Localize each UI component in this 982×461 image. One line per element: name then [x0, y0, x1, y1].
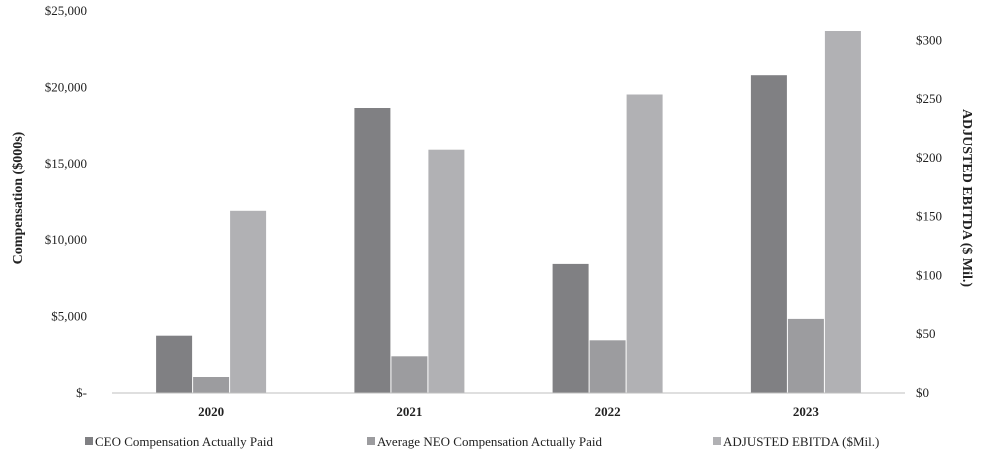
x-tick-label: 2022 [595, 404, 621, 419]
legend: CEO Compensation Actually Paid Average NE… [85, 434, 879, 449]
right-y-axis-ticks: $0 $50 $100 $150 $200 $250 $300 [916, 32, 942, 400]
bar-2022-series-1 [552, 263, 589, 393]
right-y-tick-label: $0 [916, 385, 929, 400]
left-y-axis-ticks: $- $5,000 $10,000 $15,000 $20,000 $25,000 [45, 3, 87, 400]
bar-2023-series-2 [787, 318, 824, 393]
legend-swatch [85, 437, 93, 445]
legend-label: ADJUSTED EBITDA ($Mil.) [723, 434, 879, 449]
right-y-tick-label: $200 [916, 150, 942, 165]
bar-2021-series-1 [354, 108, 391, 393]
x-axis-category-labels: 2020 2021 2022 2023 [198, 404, 819, 419]
x-tick-label: 2023 [793, 404, 820, 419]
x-tick-label: 2021 [396, 404, 422, 419]
left-y-tick-label: $5,000 [51, 309, 87, 324]
right-y-tick-label: $150 [916, 209, 942, 224]
left-y-tick-label: $25,000 [45, 3, 87, 18]
legend-swatch [713, 437, 721, 445]
left-y-tick-label: $10,000 [45, 232, 87, 247]
bars-group [156, 31, 861, 393]
bar-2023-series-1 [750, 75, 787, 393]
bar-2020-series-2 [193, 377, 230, 393]
bar-2023-series-3 [824, 31, 861, 393]
right-y-tick-label: $50 [916, 326, 936, 341]
x-tick-label: 2020 [198, 404, 224, 419]
legend-swatch [367, 437, 375, 445]
left-y-tick-label: $- [76, 385, 87, 400]
bar-2021-series-2 [391, 356, 428, 393]
bar-2021-series-3 [428, 149, 465, 393]
right-y-tick-label: $300 [916, 32, 942, 47]
right-y-axis-title: ADJUSTED EBITDA ($ Mil.) [959, 109, 974, 287]
bar-2022-series-2 [589, 340, 626, 393]
right-y-tick-label: $100 [916, 268, 942, 283]
bar-2022-series-3 [626, 94, 663, 393]
bar-2020-series-3 [230, 210, 267, 393]
legend-label: CEO Compensation Actually Paid [95, 434, 274, 449]
left-y-tick-label: $20,000 [45, 79, 87, 94]
right-y-tick-label: $250 [916, 91, 942, 106]
left-y-axis-title: Compensation ($000s) [11, 131, 26, 264]
bar-2020-series-1 [156, 335, 193, 393]
left-y-tick-label: $15,000 [45, 156, 87, 171]
legend-label: Average NEO Compensation Actually Paid [377, 434, 603, 449]
